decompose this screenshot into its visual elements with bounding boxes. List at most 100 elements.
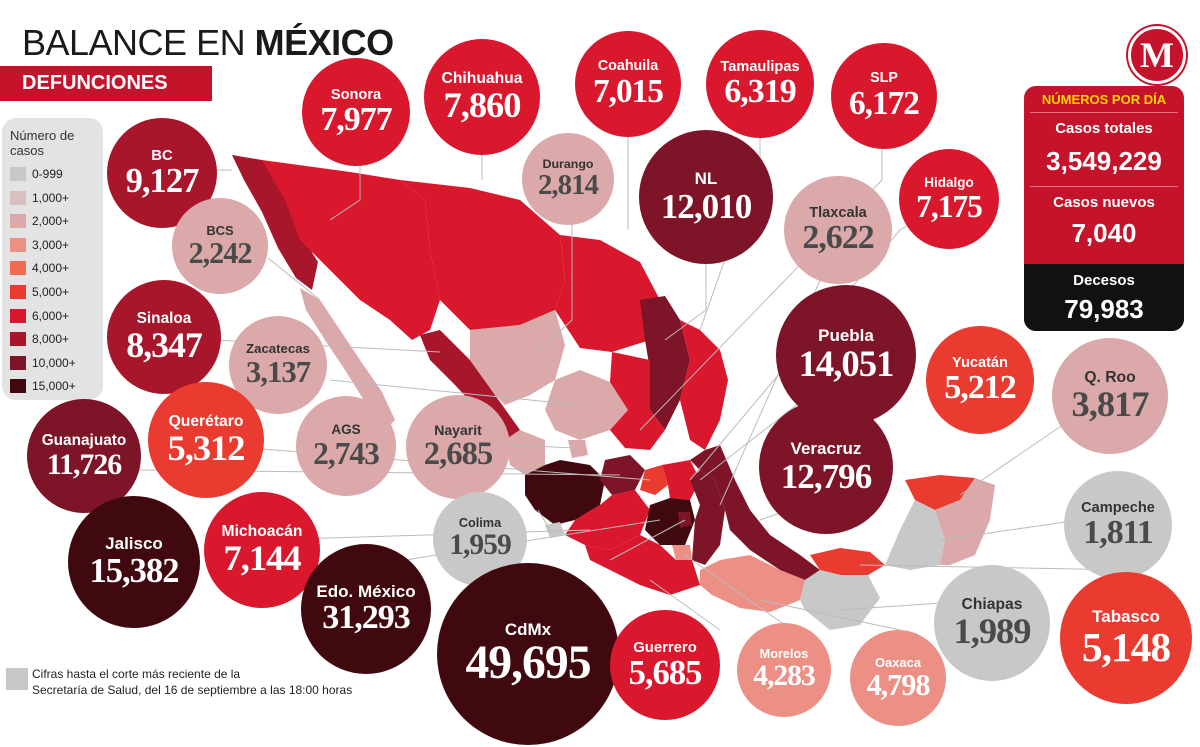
state-bubble-tamaulipas: Tamaulipas 6,319: [706, 30, 814, 138]
legend-swatch: [10, 332, 26, 347]
map-state-ags: [568, 440, 588, 458]
state-name: Guanajuato: [41, 431, 127, 449]
state-bubble-oaxaca: Oaxaca 4,798: [850, 630, 946, 726]
footnote: Cifras hasta el corte más reciente de la…: [32, 666, 392, 698]
legend-label: 5,000+: [32, 285, 70, 299]
state-bubble-guanajuato: Guanajuato 11,726: [27, 399, 141, 513]
page-title: BALANCE EN MÉXICO: [22, 22, 394, 63]
state-name: Tamaulipas: [720, 59, 800, 76]
state-bubble-sonora: Sonora 7,977: [302, 58, 410, 166]
state-bubble-morelos: Morelos 4,283: [737, 623, 831, 717]
milenio-logo: M: [1128, 26, 1186, 84]
legend-item: 1,000+: [10, 190, 69, 206]
map-state-bc: [232, 155, 318, 290]
state-deaths-value: 49,695: [465, 636, 591, 689]
footnote-line: Cifras hasta el corte más reciente de la: [32, 667, 241, 681]
state-name: Nayarit: [434, 421, 482, 438]
state-bubble-tlaxcala: Tlaxcala 2,622: [784, 176, 892, 284]
map-state-jalisco: [525, 460, 605, 525]
deaths-box: Decesos 79,983: [1024, 264, 1184, 331]
state-bubble-jalisco: Jalisco 15,382: [68, 496, 200, 628]
state-deaths-value: 15,382: [89, 552, 179, 591]
map-state-coahuila: [555, 235, 660, 352]
legend-swatch: [10, 237, 26, 252]
legend-label: 3,000+: [32, 237, 70, 252]
legend-swatch: [10, 190, 26, 205]
map-state-veracruz: [690, 445, 820, 580]
state-bubble-tabasco: Tabasco 5,148: [1060, 572, 1192, 704]
map-state-michoacan: [565, 490, 650, 550]
state-bubble-quer-taro: Querétaro 5,312: [148, 382, 264, 498]
state-deaths-value: 2,242: [188, 236, 253, 271]
state-name: Guerrero: [633, 639, 697, 656]
state-name: Tabasco: [1092, 606, 1160, 626]
map-state-chihuahua: [400, 180, 565, 330]
map-state-durango: [470, 310, 565, 405]
legend-item: 8,000+: [10, 331, 69, 347]
legend-item: 5,000+: [10, 284, 69, 300]
legend-panel: [2, 118, 103, 400]
state-name: Sonora: [330, 87, 382, 104]
legend-label: 10,000+: [32, 355, 76, 370]
state-deaths-value: 7,015: [593, 73, 664, 111]
legend-item: 15,000+: [10, 378, 76, 394]
state-deaths-value: 12,796: [780, 456, 872, 496]
state-deaths-value: 6,319: [724, 73, 796, 111]
state-name: Durango: [542, 156, 594, 171]
legend-swatch: [10, 355, 26, 370]
state-deaths-value: 9,127: [125, 161, 200, 200]
map-state-tamaulipas: [680, 320, 728, 450]
stats-divider: [1030, 186, 1178, 187]
legend-label: 1,000+: [32, 190, 70, 205]
map-state-yucatan: [905, 475, 975, 510]
state-deaths-value: 2,622: [802, 219, 874, 257]
legend-title: Número de casos: [10, 128, 75, 158]
map-state-tabasco: [810, 548, 885, 575]
state-bubble-guerrero: Guerrero 5,685: [610, 610, 720, 720]
map-state-colima: [545, 522, 565, 538]
state-bubble-hidalgo: Hidalgo 7,175: [899, 149, 999, 249]
state-bubble-edo-m-xico: Edo. México 31,293: [301, 544, 431, 674]
state-deaths-value: 4,283: [753, 660, 815, 693]
map-state-queretaro: [640, 465, 668, 495]
map-state-qroo: [935, 478, 995, 565]
subtitle-bar: [0, 66, 212, 101]
legend-swatch: [10, 379, 26, 394]
state-bubble-slp: SLP 6,172: [831, 43, 937, 149]
map-state-slp: [610, 352, 665, 450]
state-deaths-value: 5,312: [167, 428, 246, 469]
state-name: Tlaxcala: [809, 205, 867, 222]
state-name: Chiapas: [961, 596, 1023, 614]
map-state-edomex: [645, 498, 695, 545]
state-name: Morelos: [759, 647, 809, 662]
total-cases-label: Casos totales: [1055, 120, 1153, 137]
state-deaths-value: 2,814: [537, 169, 599, 202]
page-subtitle: DEFUNCIONES: [22, 72, 168, 94]
state-bubble-yucat-n: Yucatán 5,212: [926, 326, 1034, 434]
state-name: Querétaro: [168, 413, 244, 431]
state-name: NL: [694, 169, 718, 189]
legend-swatch: [10, 167, 26, 181]
legend-swatch: [10, 261, 26, 276]
state-deaths-value: 2,743: [313, 435, 380, 471]
state-bubble-durango: Durango 2,814: [522, 133, 614, 225]
state-name: BC: [151, 147, 173, 164]
state-name: Q. Roo: [1084, 369, 1136, 387]
state-bubble-ags: AGS 2,743: [296, 396, 396, 496]
state-deaths-value: 3,817: [1071, 384, 1150, 425]
state-deaths-value: 31,293: [322, 599, 411, 637]
map-state-hidalgo: [662, 460, 700, 500]
map-state-oaxaca: [700, 555, 805, 612]
state-bubble-q-roo: Q. Roo 3,817: [1052, 338, 1168, 454]
state-deaths-value: 14,051: [798, 343, 895, 384]
state-name: SLP: [870, 70, 898, 87]
state-deaths-value: 11,726: [46, 447, 122, 481]
deaths-value: 79,983: [1064, 294, 1144, 324]
state-name: Yucatán: [952, 355, 1008, 372]
state-name: Veracruz: [790, 439, 862, 459]
state-name: BCS: [206, 222, 234, 238]
state-deaths-value: 5,148: [1081, 623, 1171, 670]
legend-swatch: [10, 308, 26, 323]
